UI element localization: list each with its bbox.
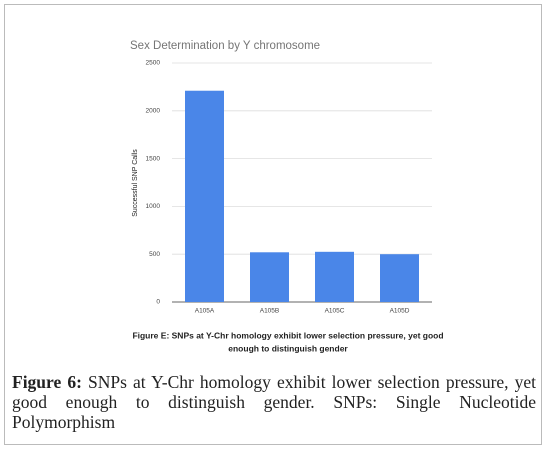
figure-e-caption-line: Figure E: SNPs at Y-Chr homology exhibit… [132, 330, 443, 340]
bar [380, 254, 419, 302]
y-tick-label: 500 [149, 251, 160, 258]
y-tick-label: 2500 [146, 60, 161, 67]
figure-frame [4, 4, 542, 445]
figure-e-caption-line: enough to distinguish gender [228, 343, 348, 353]
x-tick-label: A105C [325, 308, 345, 315]
bar [185, 90, 224, 302]
figure-caption-text: SNPs at Y-Chr homology exhibit lower sel… [12, 372, 537, 432]
x-tick-label: A105B [260, 308, 280, 315]
y-tick-label: 0 [156, 299, 160, 306]
x-tick-label: A105A [195, 308, 215, 315]
chart-title: Sex Determination by Y chromosome [130, 40, 320, 52]
bar [250, 252, 289, 302]
bar [315, 251, 354, 302]
y-tick-label: 1500 [146, 155, 161, 162]
x-tick-label: A105D [390, 308, 410, 315]
y-tick-label: 2000 [146, 108, 161, 115]
figure-caption: Figure 6: SNPs at Y-Chr homology exhibit… [12, 372, 536, 432]
figure-label: Figure 6: [12, 372, 82, 392]
y-axis-label: Successful SNP Calls [132, 149, 139, 217]
y-tick-label: 1000 [146, 203, 161, 210]
